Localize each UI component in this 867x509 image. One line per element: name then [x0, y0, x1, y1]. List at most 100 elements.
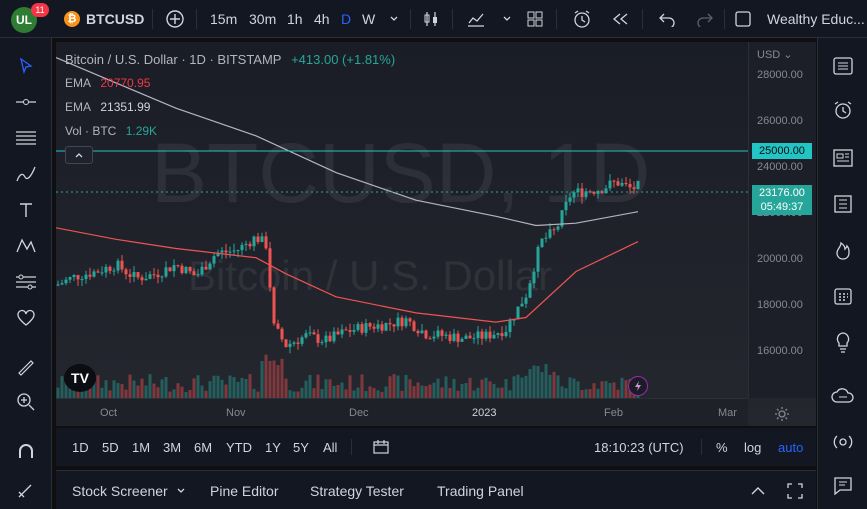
chart-pane[interactable]: BTCUSD, 1D Bitcoin / U.S. Dollar Bitcoin…: [56, 42, 816, 426]
currency-label[interactable]: USD ⌄: [757, 49, 793, 61]
range-1m[interactable]: 1M: [132, 439, 151, 455]
brush-icon[interactable]: [10, 160, 42, 188]
indicators-icon[interactable]: [464, 0, 488, 38]
range-3m[interactable]: 3M: [163, 439, 182, 455]
magnet-icon[interactable]: [10, 438, 42, 466]
layout-checkbox-icon[interactable]: [733, 0, 753, 38]
auto-scale-toggle[interactable]: auto: [778, 439, 804, 455]
range-5d[interactable]: 5D: [102, 439, 119, 455]
indicators-dropdown-chevron-icon[interactable]: [500, 0, 514, 38]
prediction-tool-icon[interactable]: [10, 268, 42, 296]
candle-body: [616, 181, 620, 186]
interval-w[interactable]: W: [362, 11, 376, 27]
volume-bar: [80, 388, 84, 398]
ema-legend-2[interactable]: EMA 21351.99: [65, 100, 151, 114]
range-ytd[interactable]: YTD: [226, 439, 252, 455]
candle-body: [376, 324, 380, 329]
compare-add-icon[interactable]: [164, 0, 186, 38]
calendar-icon[interactable]: [827, 280, 859, 312]
range-5y[interactable]: 5Y: [293, 439, 309, 455]
cursor-icon[interactable]: [10, 52, 42, 80]
alert-clock-icon[interactable]: [570, 0, 594, 38]
candle-body: [92, 271, 96, 277]
candle-body: [424, 330, 428, 339]
volume-bar: [156, 387, 160, 398]
volume-bar: [260, 360, 264, 398]
volume-bar: [356, 387, 360, 398]
hotlists-fire-icon[interactable]: [827, 234, 859, 266]
chats-cloud-icon[interactable]: [827, 380, 859, 412]
candle-body: [512, 319, 516, 321]
interval-30m[interactable]: 30m: [249, 11, 277, 27]
zoom-in-icon[interactable]: [10, 388, 42, 416]
lock-drawings-icon[interactable]: [10, 476, 42, 504]
undo-icon[interactable]: [656, 0, 678, 38]
interval-d[interactable]: D: [341, 11, 352, 27]
text-tool-icon[interactable]: [10, 196, 42, 224]
candle-body: [160, 276, 164, 278]
candle-body: [244, 243, 248, 245]
range-1d[interactable]: 1D: [72, 439, 89, 455]
range-all[interactable]: All: [323, 439, 338, 455]
volume-bar: [412, 386, 416, 398]
symbol-search-button[interactable]: BTCUSD: [86, 11, 145, 27]
candle-body: [172, 265, 176, 272]
candle-body: [604, 188, 608, 194]
watchlist-icon[interactable]: [827, 50, 859, 82]
icons-heart-icon[interactable]: [10, 304, 42, 332]
utc-clock[interactable]: 18:10:23 (UTC): [594, 439, 684, 455]
candle-body: [68, 277, 72, 280]
goto-date-calendar-icon[interactable]: [372, 428, 390, 466]
tradingview-logo-icon[interactable]: TV: [64, 364, 96, 392]
interval-15m[interactable]: 15m: [210, 11, 238, 27]
candle-body: [552, 229, 556, 231]
pattern-tool-icon[interactable]: [10, 232, 42, 260]
time-axis[interactable]: Oct Nov Dec 2023 Feb Mar: [56, 398, 748, 426]
volume-bar: [108, 390, 112, 398]
volume-legend[interactable]: Vol · BTC 1.29K: [65, 124, 158, 138]
tab-stock-screener[interactable]: Stock Screener: [72, 482, 168, 499]
collapse-legend-button[interactable]: [65, 146, 93, 164]
data-window-icon[interactable]: [827, 188, 859, 220]
time-tick-nov: Nov: [226, 407, 246, 419]
interval-1h[interactable]: 1h: [287, 11, 303, 27]
log-scale-toggle[interactable]: log: [744, 439, 762, 455]
alarm-clock-icon[interactable]: [827, 94, 859, 126]
events-lightning-icon[interactable]: [628, 376, 648, 396]
price-tick-label: 18000.00: [757, 299, 803, 311]
candle-body: [624, 182, 628, 184]
ema-legend-1[interactable]: EMA 20770.95: [65, 76, 151, 90]
interval-dropdown-chevron-icon[interactable]: [387, 0, 401, 38]
candle-type-icon[interactable]: [420, 0, 442, 38]
bottom-panel: Stock Screener Pine Editor Strategy Test…: [56, 470, 816, 509]
interval-4h[interactable]: 4h: [314, 11, 330, 27]
trend-line-icon[interactable]: [10, 88, 42, 116]
range-1y[interactable]: 1Y: [265, 439, 281, 455]
messages-icon[interactable]: [827, 470, 859, 502]
horizontal-line-price-label: 25000.00: [752, 143, 812, 159]
price-axis[interactable]: USD ⌄: [748, 42, 816, 398]
ideas-lightbulb-icon[interactable]: [827, 326, 859, 358]
range-6m[interactable]: 6M: [194, 439, 213, 455]
tab-strategy-tester[interactable]: Strategy Tester: [310, 482, 404, 499]
replay-rewind-icon[interactable]: [608, 0, 632, 38]
streams-icon[interactable]: [827, 426, 859, 458]
top-toolbar: UL 11 ₿ BTCUSD 15m 30m 1h 4h D W Wealt: [0, 0, 867, 38]
chart-settings-gear-icon[interactable]: [772, 404, 792, 424]
news-icon[interactable]: [827, 142, 859, 174]
redo-icon[interactable]: [694, 0, 716, 38]
fib-retracement-icon[interactable]: [10, 124, 42, 152]
ruler-icon[interactable]: [10, 354, 42, 382]
fullscreen-icon[interactable]: [787, 471, 803, 509]
volume-bar: [212, 375, 216, 398]
maximize-panel-chevron-icon[interactable]: [750, 471, 766, 509]
layout-grid-icon[interactable]: [524, 0, 546, 38]
tab-trading-panel[interactable]: Trading Panel: [437, 482, 524, 499]
stock-screener-chevron-icon[interactable]: [176, 471, 186, 509]
candle-body: [184, 267, 188, 274]
tab-pine-editor[interactable]: Pine Editor: [210, 482, 279, 499]
layout-name-button[interactable]: Wealthy Educ...: [767, 11, 865, 27]
percent-scale-toggle[interactable]: %: [716, 439, 728, 455]
candlestick-chart[interactable]: BTCUSD, 1D Bitcoin / U.S. Dollar: [56, 42, 816, 426]
volume-bar: [528, 369, 532, 398]
